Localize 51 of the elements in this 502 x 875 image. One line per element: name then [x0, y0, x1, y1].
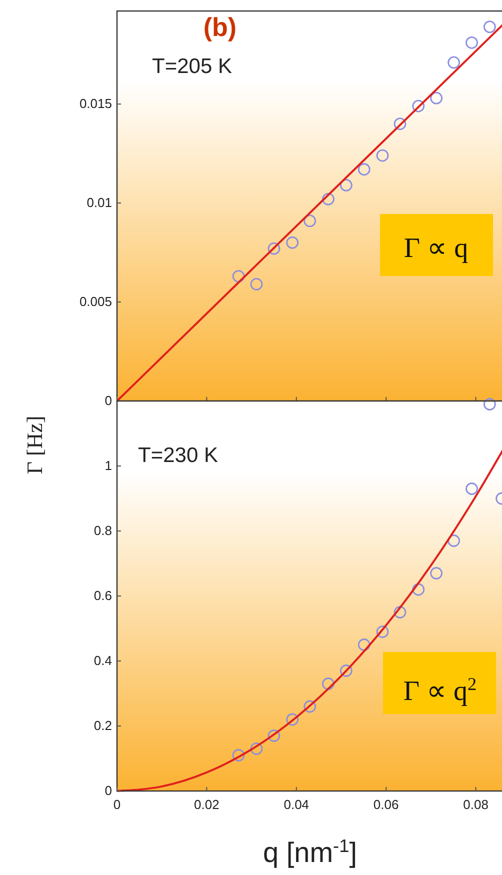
y-tick-label: 0 — [104, 393, 112, 408]
y-tick-label: 0.01 — [86, 195, 112, 210]
point — [448, 56, 460, 69]
point — [286, 713, 299, 726]
x-tick-label: 0.06 — [373, 797, 399, 812]
annotation: T=205 K — [152, 55, 232, 78]
point — [483, 20, 496, 34]
annotation: Γ ∝ q — [404, 233, 468, 264]
y-axis-title: Γ [Hz] — [22, 416, 47, 474]
point — [232, 270, 245, 282]
point — [430, 92, 443, 104]
y-tick-label: 0.2 — [94, 718, 112, 733]
point — [394, 606, 406, 618]
point — [430, 567, 443, 580]
y-tick-label: 0.4 — [94, 653, 112, 668]
point — [376, 149, 389, 162]
point — [340, 179, 352, 192]
point — [358, 638, 370, 651]
y-tick-label: 0.8 — [94, 523, 112, 538]
y-tick-label: 0 — [104, 783, 112, 798]
point — [340, 664, 352, 677]
point — [286, 236, 299, 249]
y-tick-label: 0.6 — [94, 588, 112, 603]
point — [358, 163, 370, 176]
point — [304, 700, 316, 713]
point — [394, 118, 406, 130]
line-series — [116, 449, 502, 792]
y-tick-label: 0.005 — [79, 294, 112, 310]
annotation: (b) — [203, 12, 237, 42]
x-tick-label: 0.02 — [194, 797, 220, 812]
point — [232, 749, 245, 762]
y-tick-label: 0.015 — [79, 96, 112, 112]
point — [268, 730, 280, 742]
point — [376, 626, 389, 638]
annotation: T=230 K — [138, 444, 218, 467]
point — [304, 214, 316, 228]
x-tick-label: 0.08 — [463, 797, 488, 812]
point — [412, 583, 425, 596]
point — [412, 100, 425, 112]
point — [322, 678, 334, 690]
x-tick-label: 0.04 — [284, 797, 310, 812]
annotation: Γ ∝ q$^{2}$ — [403, 674, 477, 707]
point — [322, 192, 334, 206]
y-tick-label: 1 — [104, 458, 112, 473]
point — [483, 398, 496, 410]
point — [268, 242, 280, 255]
point — [466, 482, 478, 495]
x-axis-title: q [nm$^{-1}$] — [263, 836, 357, 868]
point — [250, 742, 263, 755]
point — [250, 278, 263, 290]
point — [466, 36, 478, 49]
